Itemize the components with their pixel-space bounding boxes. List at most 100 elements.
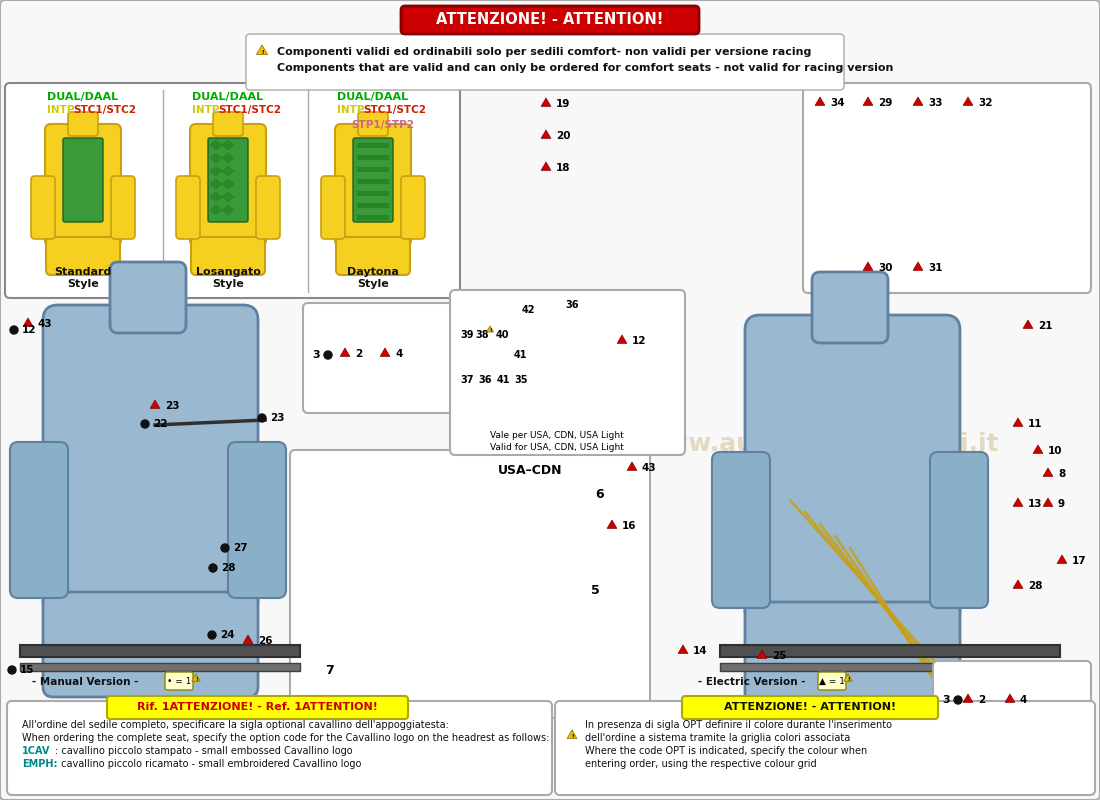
Polygon shape: [1005, 694, 1015, 702]
Polygon shape: [256, 45, 267, 54]
Text: 43: 43: [39, 319, 53, 329]
Polygon shape: [210, 153, 222, 163]
Bar: [358, 191, 389, 196]
Text: 40: 40: [495, 330, 508, 340]
Text: ATTENZIONE! - ATTENTION!: ATTENZIONE! - ATTENTION!: [724, 702, 896, 712]
Text: EMPH:: EMPH:: [22, 759, 57, 769]
Text: 34: 34: [830, 98, 845, 108]
Polygon shape: [222, 166, 234, 176]
Polygon shape: [222, 179, 234, 189]
Text: 12: 12: [632, 336, 647, 346]
Polygon shape: [210, 166, 222, 176]
Text: Standard
Style: Standard Style: [54, 267, 112, 289]
Text: Components that are valid and can only be ordered for comfort seats - not valid : Components that are valid and can only b…: [277, 63, 893, 73]
Text: When ordering the complete seat, specify the option code for the Cavallino logo : When ordering the complete seat, specify…: [22, 733, 549, 743]
Text: INTP: INTP: [192, 105, 220, 115]
Text: 43: 43: [642, 463, 657, 473]
Text: INTP: INTP: [47, 105, 75, 115]
Polygon shape: [150, 400, 160, 408]
Text: INTP: INTP: [338, 105, 365, 115]
FancyBboxPatch shape: [228, 442, 286, 598]
Text: 5: 5: [591, 583, 600, 597]
Polygon shape: [1013, 580, 1023, 589]
Text: 19: 19: [556, 99, 571, 109]
Text: Valid for USA, CDN, USA Light: Valid for USA, CDN, USA Light: [490, 442, 624, 451]
Polygon shape: [210, 140, 222, 150]
FancyBboxPatch shape: [107, 696, 408, 719]
Polygon shape: [541, 130, 551, 138]
FancyBboxPatch shape: [358, 112, 388, 136]
Text: 41: 41: [514, 350, 527, 360]
FancyBboxPatch shape: [803, 83, 1091, 293]
Polygon shape: [607, 520, 617, 528]
Polygon shape: [1013, 418, 1023, 426]
Text: STC1/STC2: STC1/STC2: [219, 105, 282, 115]
Text: Where the code OPT is indicated, specify the colour when: Where the code OPT is indicated, specify…: [585, 746, 867, 756]
Text: 31: 31: [928, 263, 943, 273]
FancyBboxPatch shape: [402, 6, 698, 34]
Text: 21: 21: [1038, 321, 1053, 331]
Text: 12: 12: [22, 325, 36, 335]
FancyBboxPatch shape: [930, 452, 988, 608]
FancyBboxPatch shape: [7, 701, 552, 795]
Text: All'ordine del sedile completo, specificare la sigla optional cavallino dell'app: All'ordine del sedile completo, specific…: [22, 720, 449, 730]
Text: - Electric Version -: - Electric Version -: [698, 677, 805, 687]
FancyBboxPatch shape: [353, 138, 393, 222]
Text: STC1/STC2: STC1/STC2: [363, 105, 427, 115]
Polygon shape: [23, 318, 33, 326]
Polygon shape: [678, 645, 688, 654]
Text: : cavallino piccolo stampato - small embossed Cavallino logo: : cavallino piccolo stampato - small emb…: [55, 746, 353, 756]
Polygon shape: [210, 205, 222, 215]
FancyBboxPatch shape: [290, 450, 650, 718]
Text: 25: 25: [772, 651, 786, 661]
Bar: [358, 179, 389, 184]
FancyBboxPatch shape: [45, 124, 121, 246]
Bar: [358, 143, 389, 148]
Text: 30: 30: [878, 263, 892, 273]
Text: 28: 28: [1028, 581, 1043, 591]
FancyBboxPatch shape: [213, 112, 243, 136]
Text: STP1/STP2: STP1/STP2: [352, 120, 415, 130]
Text: !: !: [195, 677, 197, 682]
Text: 20: 20: [556, 131, 571, 141]
FancyBboxPatch shape: [46, 237, 120, 275]
Polygon shape: [381, 348, 389, 357]
Text: Losangato
Style: Losangato Style: [196, 267, 261, 289]
Text: !: !: [261, 50, 263, 54]
Text: • = 1: • = 1: [167, 677, 191, 686]
FancyBboxPatch shape: [111, 176, 135, 239]
Bar: [358, 155, 389, 160]
Text: 39: 39: [460, 330, 474, 340]
Bar: [358, 167, 389, 172]
Circle shape: [10, 326, 18, 334]
Polygon shape: [964, 97, 972, 106]
FancyBboxPatch shape: [43, 592, 258, 697]
Text: Daytona
Style: Daytona Style: [348, 267, 399, 289]
Circle shape: [208, 631, 216, 639]
Text: In presenza di sigla OPT definire il colore durante l'inserimento: In presenza di sigla OPT definire il col…: [585, 720, 892, 730]
FancyBboxPatch shape: [556, 701, 1094, 795]
Text: DUAL/DAAL: DUAL/DAAL: [47, 92, 119, 102]
Text: 42: 42: [521, 305, 535, 315]
Polygon shape: [864, 97, 873, 106]
Text: 13: 13: [1028, 499, 1043, 509]
Circle shape: [221, 544, 229, 552]
FancyBboxPatch shape: [43, 305, 258, 615]
FancyBboxPatch shape: [933, 661, 1091, 751]
FancyBboxPatch shape: [302, 303, 461, 413]
Text: 10: 10: [1048, 446, 1063, 456]
Polygon shape: [1033, 445, 1043, 454]
FancyBboxPatch shape: [812, 272, 888, 343]
Text: 17: 17: [1072, 556, 1087, 566]
Polygon shape: [913, 97, 923, 106]
Circle shape: [209, 564, 217, 572]
Circle shape: [8, 666, 16, 674]
FancyBboxPatch shape: [208, 138, 248, 222]
Text: !: !: [847, 677, 849, 682]
FancyBboxPatch shape: [336, 124, 411, 246]
Text: 11: 11: [1028, 419, 1043, 429]
Polygon shape: [541, 98, 551, 106]
Text: ©2019
www.auto-parts-ferrari.it: ©2019 www.auto-parts-ferrari.it: [641, 404, 999, 456]
Text: 41: 41: [496, 375, 509, 385]
FancyBboxPatch shape: [402, 176, 425, 239]
